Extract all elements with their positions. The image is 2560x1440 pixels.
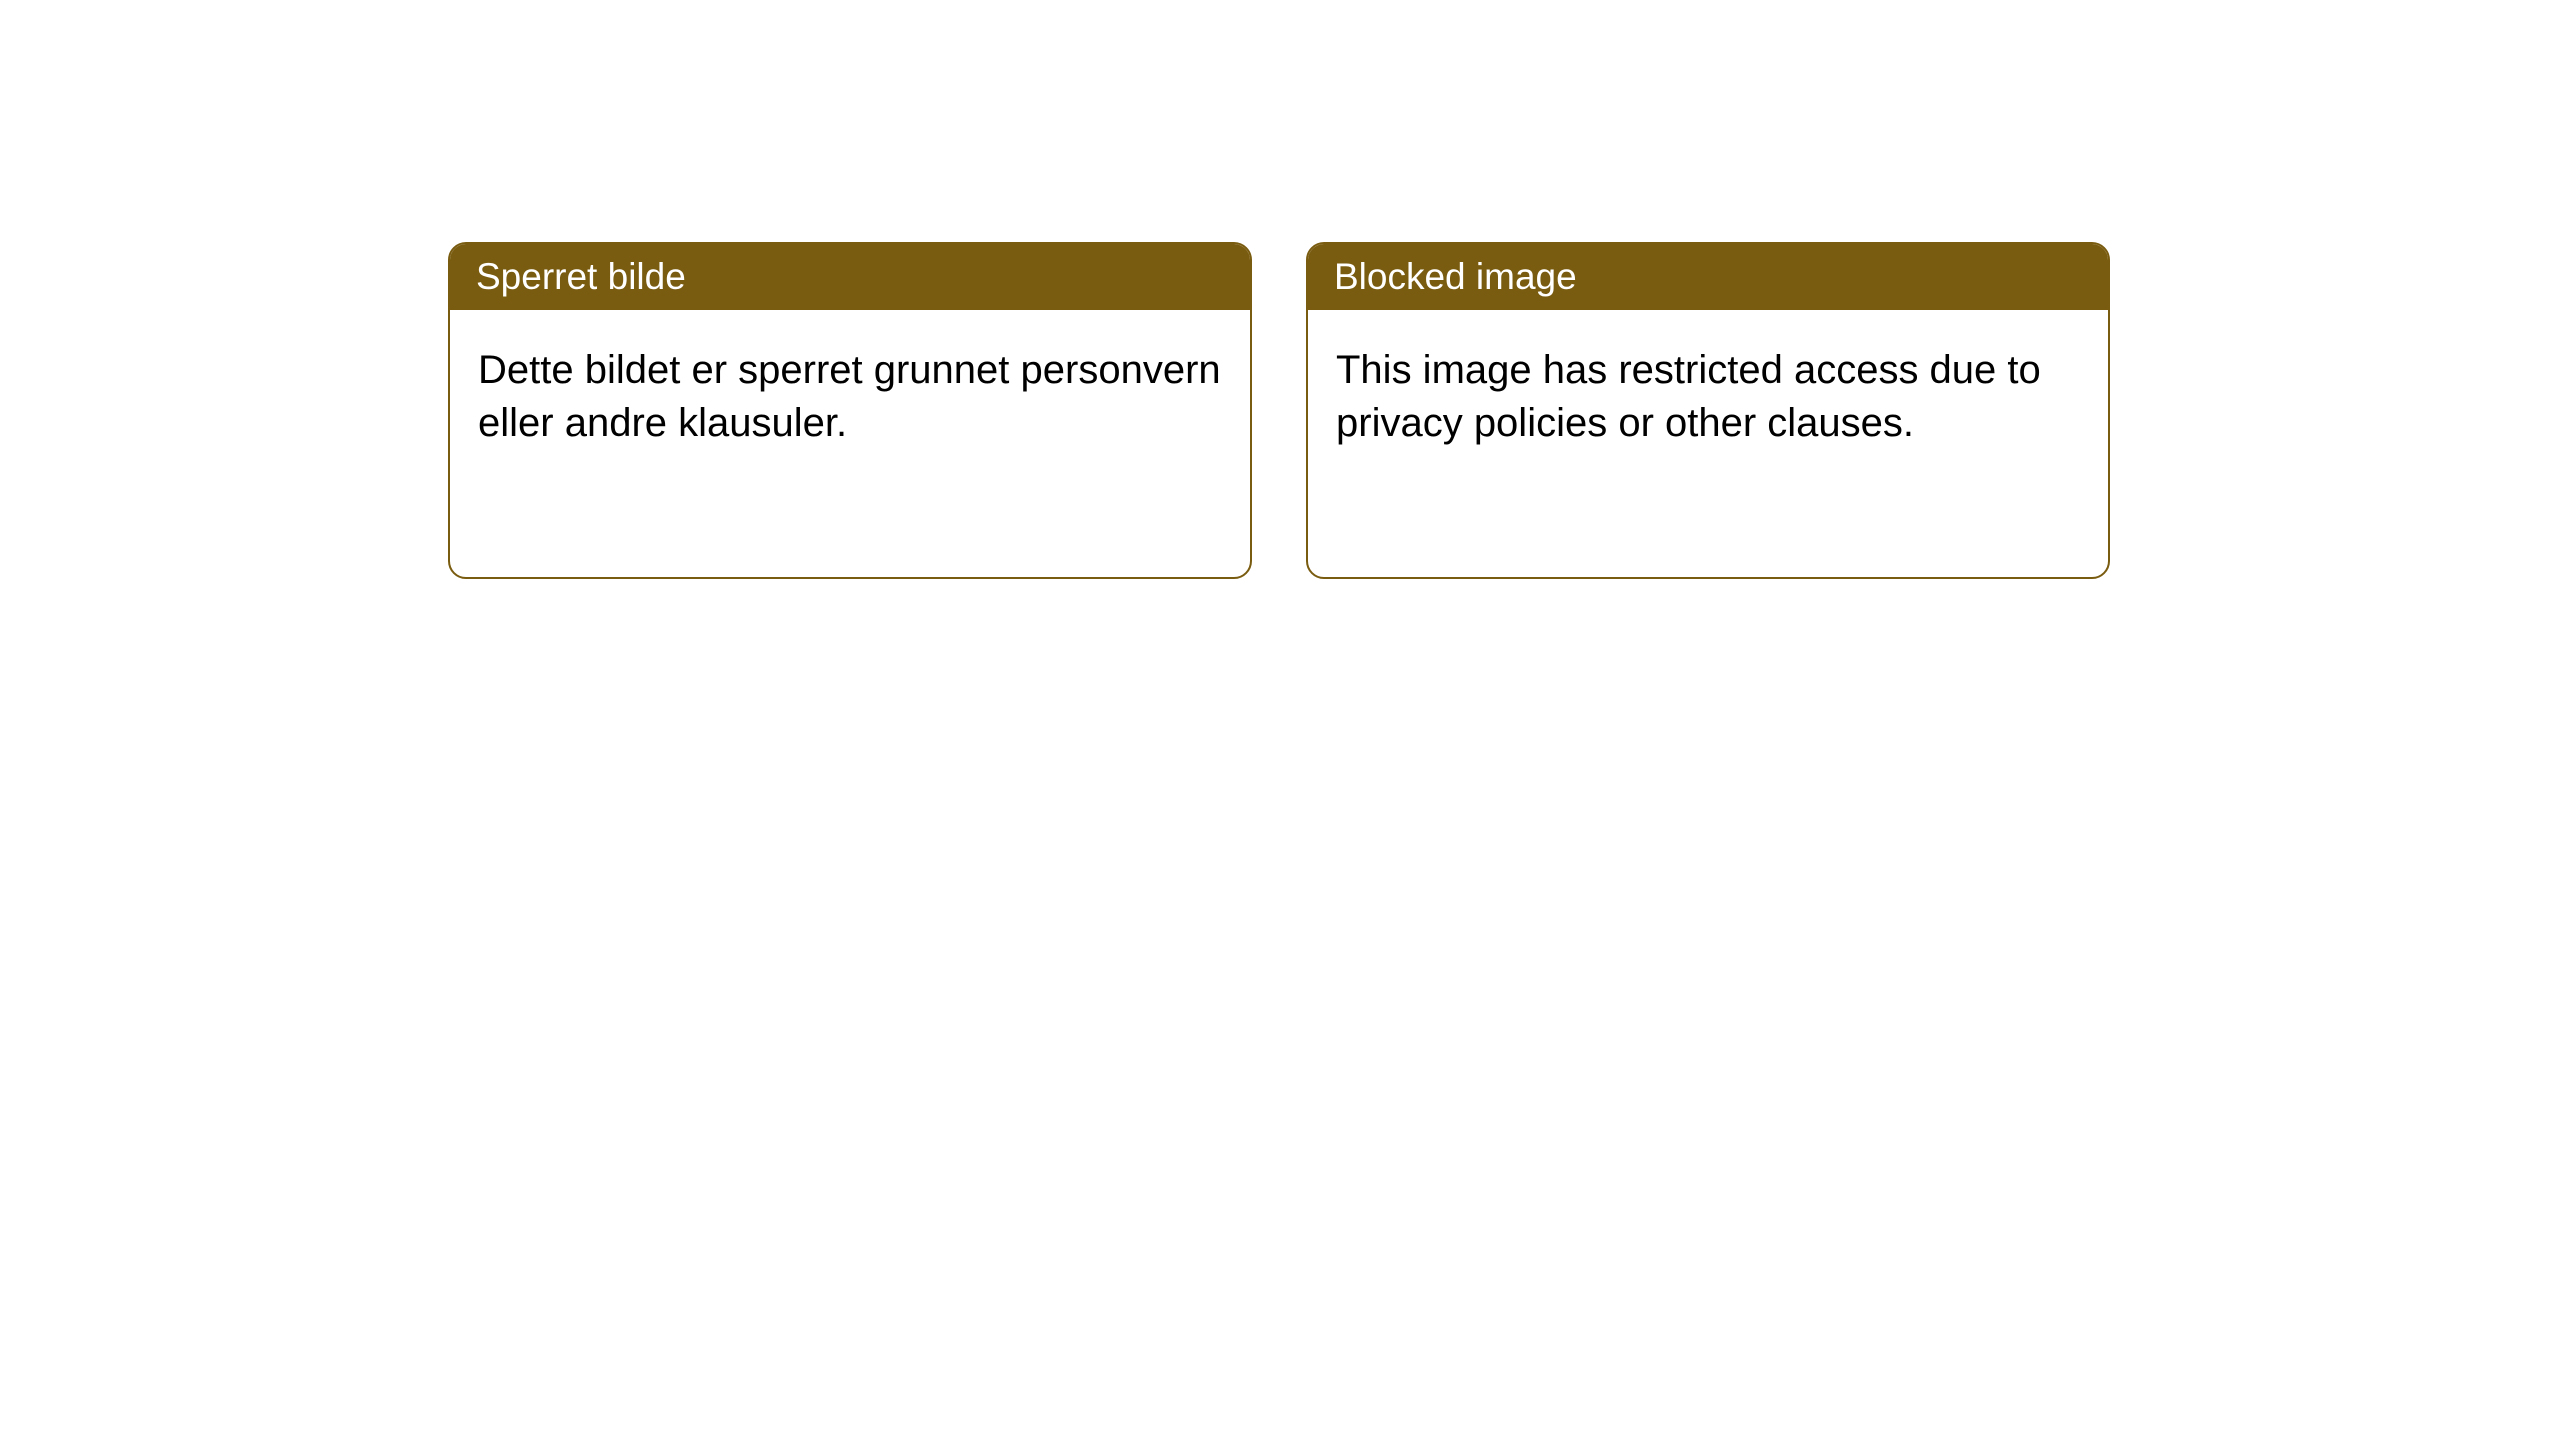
notice-card-text: This image has restricted access due to … [1336,348,2041,445]
notice-card-english: Blocked image This image has restricted … [1306,242,2110,579]
notice-card-title: Blocked image [1334,256,1577,297]
notice-card-body: This image has restricted access due to … [1308,310,2108,484]
notice-cards-container: Sperret bilde Dette bildet er sperret gr… [448,242,2110,579]
notice-card-header: Blocked image [1308,244,2108,310]
notice-card-text: Dette bildet er sperret grunnet personve… [478,348,1221,445]
notice-card-header: Sperret bilde [450,244,1250,310]
notice-card-body: Dette bildet er sperret grunnet personve… [450,310,1250,484]
notice-card-title: Sperret bilde [476,256,686,297]
notice-card-norwegian: Sperret bilde Dette bildet er sperret gr… [448,242,1252,579]
